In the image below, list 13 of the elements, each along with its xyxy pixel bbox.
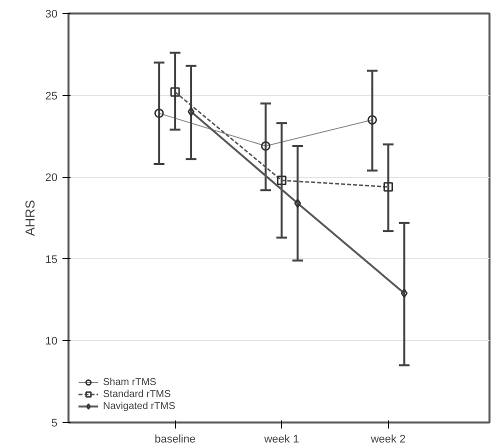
y-tick-label: 15 [45,254,58,266]
y-tick-label: 20 [45,172,58,184]
y-axis-title: AHRS [22,200,38,236]
legend-label: Sham rTMS [103,376,156,388]
x-tick-label: week 1 [263,434,300,446]
legend-label: Standard rTMS [103,388,171,400]
x-tick-label: baseline [154,434,196,446]
y-tick-label: 5 [51,418,58,430]
x-tick-label: week 2 [370,434,406,446]
y-tick-label: 30 [45,8,58,20]
y-tick-label: 10 [45,336,58,348]
y-tick-label: 25 [45,90,58,102]
legend-label: Navigated rTMS [103,400,176,412]
